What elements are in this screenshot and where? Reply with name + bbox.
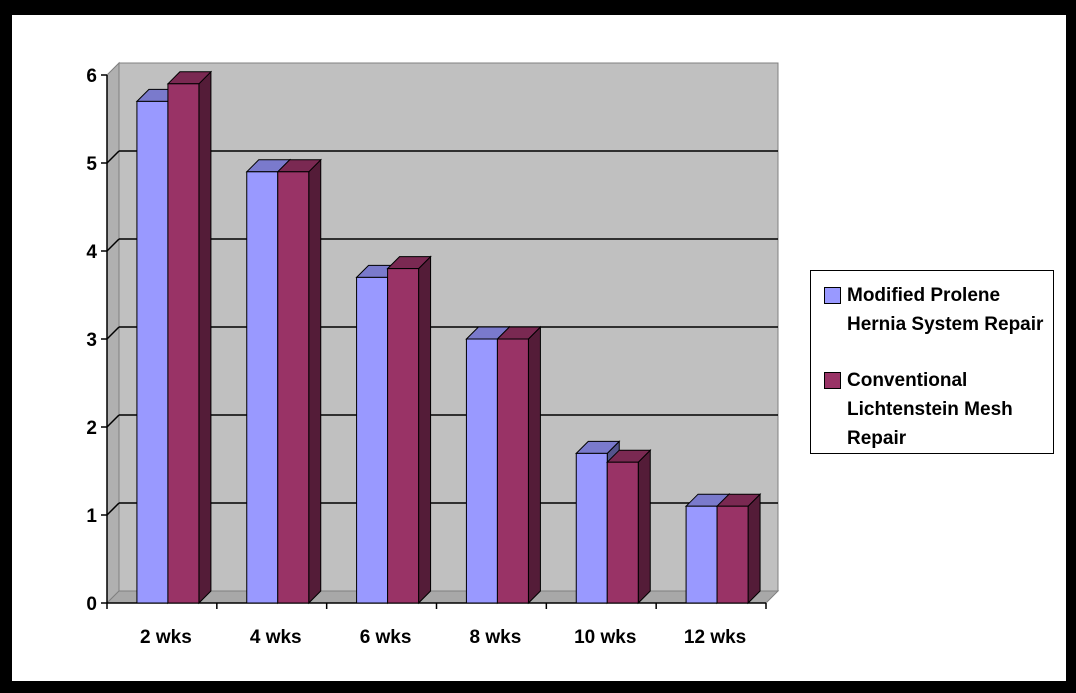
gridline-side [106, 150, 120, 164]
y-tick-label: 4 [86, 242, 97, 263]
bar-2 [496, 325, 542, 605]
bar-side-face [198, 70, 212, 605]
x-tick-label: 12 wks [684, 627, 746, 648]
legend-swatch-series-2 [824, 372, 841, 389]
y-tick-label: 5 [86, 154, 97, 175]
bar-2 [386, 255, 432, 605]
bar-front-face [716, 505, 749, 604]
bar-front-face [465, 338, 498, 604]
x-tick-label: 10 wks [574, 627, 636, 648]
bar-side-face [418, 255, 432, 605]
bar-front-face [606, 461, 639, 604]
y-tick-label: 2 [86, 418, 97, 439]
y-tick-label: 0 [86, 594, 97, 615]
bar-2 [606, 448, 652, 605]
gridline-side [106, 238, 120, 252]
legend-swatch-series-1 [824, 287, 841, 304]
x-tick-label: 4 wks [250, 627, 302, 648]
bar-2 [715, 492, 762, 605]
legend-label-series-1: Modified Prolene Hernia System Repair [847, 285, 1044, 335]
gridline-side [106, 414, 120, 428]
bar-front-face [575, 452, 608, 604]
bar-side-face [527, 325, 541, 605]
bar-side-face [308, 158, 322, 605]
bar-front-face [356, 276, 389, 604]
bar-front-face [496, 338, 529, 604]
bar-front-face [246, 171, 279, 604]
legend: Modified Prolene Hernia System Repair Co… [810, 270, 1054, 454]
y-tick-label: 6 [86, 66, 97, 87]
gridline-side [106, 502, 120, 516]
y-tick-label: 1 [86, 506, 97, 527]
gridline-side [106, 326, 120, 340]
bar-2 [276, 158, 322, 605]
bar-front-face [685, 505, 718, 604]
bar-front-face [277, 171, 310, 604]
x-tick-label: 6 wks [360, 627, 412, 648]
bar-front-face [167, 83, 200, 604]
legend-label-series-2: Conventional Lichtenstein Mesh Repair [847, 370, 1013, 449]
y-tick-label: 3 [86, 330, 97, 351]
bar-side-face [747, 492, 761, 605]
x-tick-label: 2 wks [140, 627, 192, 648]
bar-2 [166, 70, 213, 605]
x-tick-label: 8 wks [470, 627, 522, 648]
bar-side-face [637, 448, 651, 605]
bar-front-face [136, 100, 169, 604]
bar-front-face [387, 268, 420, 604]
